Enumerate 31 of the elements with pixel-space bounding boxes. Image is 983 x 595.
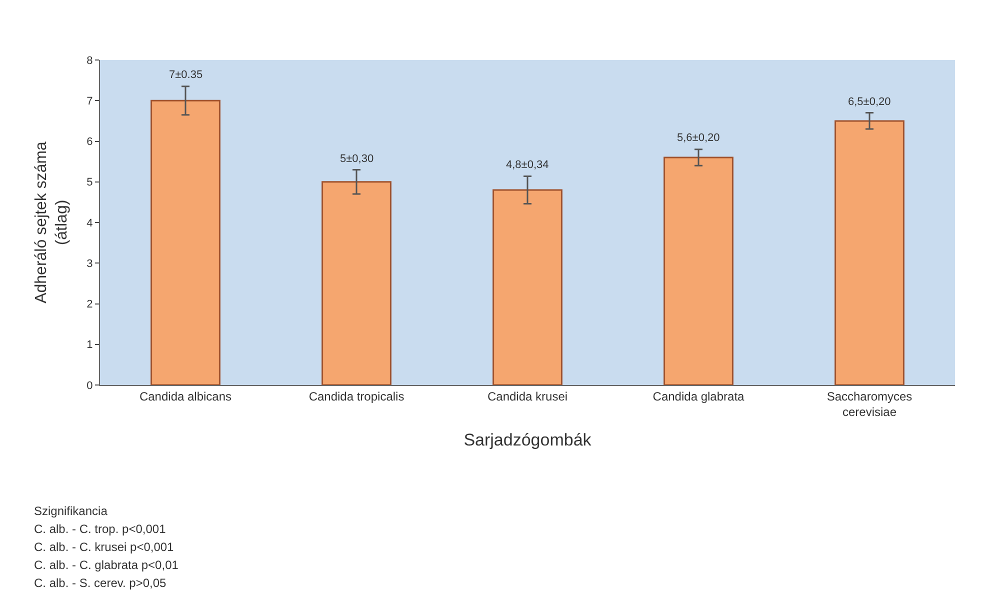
y-tick-label: 2 xyxy=(86,298,93,311)
bar xyxy=(322,181,392,385)
y-tick-label: 7 xyxy=(86,95,93,108)
bar xyxy=(664,156,734,385)
y-tick-label: 1 xyxy=(86,339,93,352)
y-tick-label: 3 xyxy=(86,258,93,270)
text: C. alb. - S. cerev. p>0,05 xyxy=(34,576,166,590)
text: C. alb. - C. trop. p<0,001 xyxy=(34,522,166,536)
x-tick-label: Candida tropicalis xyxy=(308,389,404,404)
y-tick-label: 6 xyxy=(86,136,93,148)
bar xyxy=(492,189,562,385)
x-tick-label: Candida glabrata xyxy=(652,389,745,404)
x-axis-title: Sarjadzógombák xyxy=(464,430,592,450)
bar xyxy=(834,120,904,385)
y-axis-title: Adheráló sejtek száma (átlag) xyxy=(32,141,71,304)
x-tick-label: Candida krusei xyxy=(487,389,568,404)
y-tick-label: 8 xyxy=(86,54,93,67)
data-label: 5,6±0,20 xyxy=(677,132,720,144)
data-label: 5±0,30 xyxy=(340,153,374,165)
data-label: 7±0.35 xyxy=(169,69,203,81)
y-tick-label: 4 xyxy=(86,217,93,230)
y-tick-label: 5 xyxy=(86,176,93,189)
data-label: 4,8±0,34 xyxy=(506,159,549,171)
text: C. alb. - C. krusei p<0,001 xyxy=(34,540,174,554)
x-tick-label: Candida albicans xyxy=(139,389,232,404)
data-label: 6,5±0,20 xyxy=(848,96,891,108)
y-tick-label: 0 xyxy=(86,380,93,392)
text: Szignifikancia xyxy=(34,504,108,518)
text: C. alb. - C. glabrata p<0,01 xyxy=(34,558,179,572)
bar xyxy=(150,100,220,385)
x-tick-label: Saccharomyces cerevisiae xyxy=(826,389,912,419)
